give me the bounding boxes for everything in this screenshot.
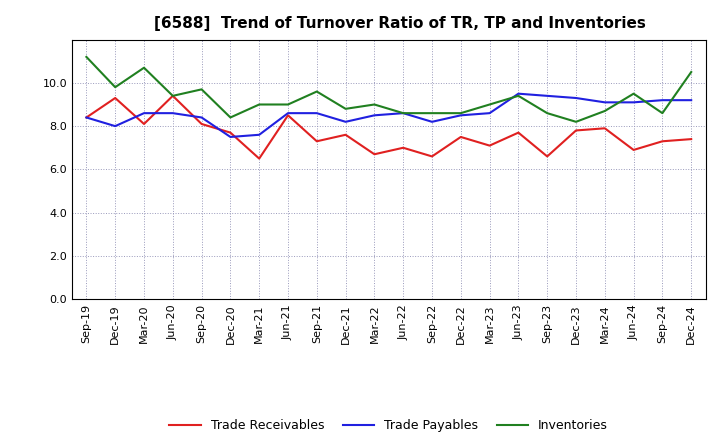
Trade Receivables [312, 139, 321, 144]
Trade Receivables [456, 134, 465, 139]
Trade Receivables [514, 130, 523, 135]
Inventories [485, 102, 494, 107]
Trade Payables [629, 100, 638, 105]
Inventories [341, 106, 350, 111]
Inventories [428, 110, 436, 116]
Trade Payables [168, 110, 177, 116]
Trade Payables [485, 110, 494, 116]
Inventories [140, 65, 148, 70]
Trade Receivables [82, 115, 91, 120]
Inventories [226, 115, 235, 120]
Line: Trade Payables: Trade Payables [86, 94, 691, 137]
Trade Receivables [284, 113, 292, 118]
Inventories [572, 119, 580, 125]
Trade Receivables [226, 130, 235, 135]
Line: Trade Receivables: Trade Receivables [86, 96, 691, 158]
Trade Payables [428, 119, 436, 125]
Trade Payables [370, 113, 379, 118]
Trade Receivables [485, 143, 494, 148]
Inventories [197, 87, 206, 92]
Trade Receivables [600, 126, 609, 131]
Inventories [687, 70, 696, 75]
Trade Receivables [197, 121, 206, 127]
Line: Inventories: Inventories [86, 57, 691, 122]
Trade Payables [572, 95, 580, 101]
Inventories [600, 108, 609, 114]
Legend: Trade Receivables, Trade Payables, Inventories: Trade Receivables, Trade Payables, Inven… [164, 414, 613, 437]
Inventories [514, 93, 523, 99]
Inventories [255, 102, 264, 107]
Trade Payables [687, 98, 696, 103]
Trade Receivables [111, 95, 120, 101]
Trade Receivables [572, 128, 580, 133]
Inventories [543, 110, 552, 116]
Trade Payables [312, 110, 321, 116]
Inventories [658, 110, 667, 116]
Trade Receivables [341, 132, 350, 137]
Trade Payables [255, 132, 264, 137]
Text: [6588]  Trend of Turnover Ratio of TR, TP and Inventories: [6588] Trend of Turnover Ratio of TR, TP… [154, 16, 647, 32]
Trade Payables [140, 110, 148, 116]
Trade Receivables [629, 147, 638, 153]
Inventories [312, 89, 321, 94]
Trade Payables [399, 110, 408, 116]
Inventories [168, 93, 177, 99]
Trade Payables [111, 124, 120, 129]
Trade Receivables [658, 139, 667, 144]
Trade Payables [543, 93, 552, 99]
Trade Payables [82, 115, 91, 120]
Trade Payables [456, 113, 465, 118]
Trade Receivables [428, 154, 436, 159]
Inventories [82, 54, 91, 59]
Inventories [284, 102, 292, 107]
Trade Payables [341, 119, 350, 125]
Inventories [370, 102, 379, 107]
Trade Payables [226, 134, 235, 139]
Trade Receivables [168, 93, 177, 99]
Inventories [629, 91, 638, 96]
Trade Payables [514, 91, 523, 96]
Trade Receivables [399, 145, 408, 150]
Trade Receivables [255, 156, 264, 161]
Inventories [456, 110, 465, 116]
Trade Receivables [543, 154, 552, 159]
Trade Payables [658, 98, 667, 103]
Trade Receivables [370, 152, 379, 157]
Trade Payables [284, 110, 292, 116]
Trade Payables [197, 115, 206, 120]
Trade Payables [600, 100, 609, 105]
Trade Receivables [140, 121, 148, 127]
Trade Receivables [687, 136, 696, 142]
Inventories [399, 110, 408, 116]
Inventories [111, 84, 120, 90]
